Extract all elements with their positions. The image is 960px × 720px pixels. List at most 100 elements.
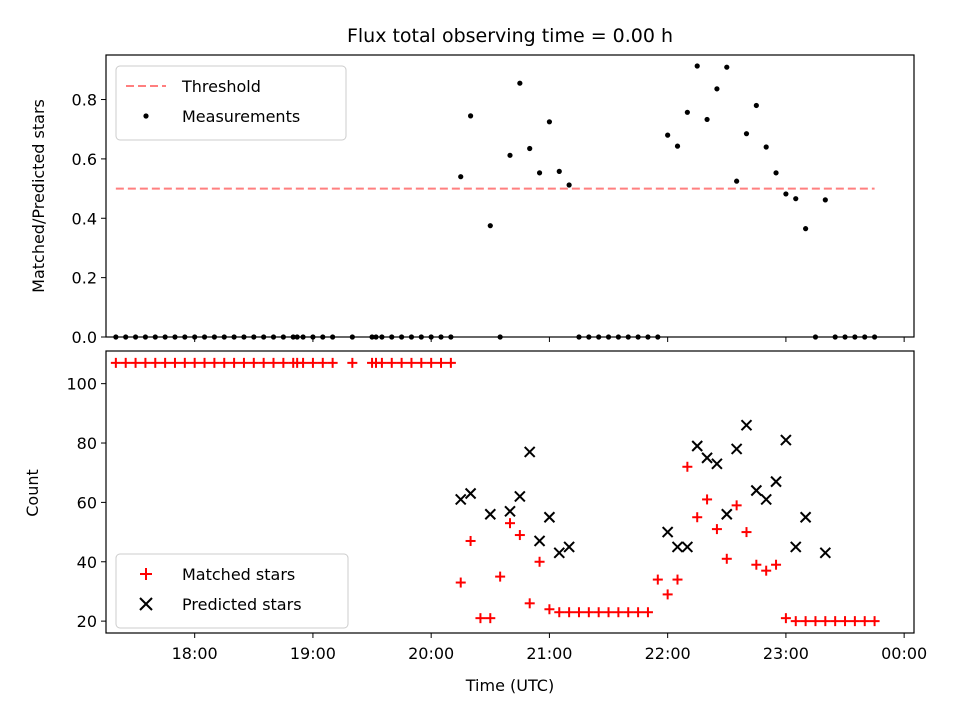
data-point-measurement <box>497 334 503 340</box>
marker-stroke <box>533 535 546 547</box>
x-tick-label: 23:00 <box>763 644 809 663</box>
data-point-measurement <box>704 116 710 123</box>
y-tick-label: 0.2 <box>72 269 97 288</box>
data-point-matched <box>623 607 634 618</box>
data-point-matched <box>396 357 407 368</box>
data-point-matched <box>327 357 338 368</box>
data-point-matched <box>544 604 555 615</box>
bottom-plot: 20 40 60 80 100 18:00 19:00 20:00 21:00 22:00 23:0… <box>66 350 927 663</box>
legend-label: Measurements <box>182 107 300 126</box>
data-point-matched <box>426 357 437 368</box>
data-point-predicted <box>790 541 802 553</box>
data-point-predicted <box>721 508 733 520</box>
marker-stroke <box>730 443 743 455</box>
data-point-measurement <box>743 131 750 137</box>
data-point-matched <box>307 357 318 368</box>
data-point-matched <box>859 616 870 627</box>
data-point-measurement <box>645 334 651 340</box>
data-point-measurement <box>556 168 562 174</box>
data-point-measurement <box>142 334 149 340</box>
data-point-measurement <box>694 63 700 69</box>
y-tick-label: 0.6 <box>72 150 97 169</box>
data-point-measurement <box>389 334 395 340</box>
data-point-measurement <box>320 334 326 340</box>
data-point-predicted <box>671 541 684 553</box>
marker-stroke <box>543 511 556 523</box>
data-point-matched <box>573 607 584 618</box>
marker-stroke <box>661 526 674 538</box>
data-point-matched <box>741 527 752 538</box>
data-point-matched <box>298 357 309 368</box>
data-point-predicted <box>711 458 723 470</box>
data-point-matched <box>564 607 575 618</box>
marker-stroke <box>524 446 536 458</box>
marker-stroke <box>750 484 763 497</box>
marker-stroke <box>701 452 713 464</box>
data-point-matched <box>554 607 565 618</box>
data-point-predicted <box>799 511 812 523</box>
marker-stroke <box>780 434 792 446</box>
legend-swatch <box>143 113 149 119</box>
data-point-measurement <box>113 334 119 340</box>
data-point-measurement <box>734 178 740 184</box>
marker-stroke <box>770 475 782 488</box>
data-point-matched <box>771 559 782 570</box>
data-point-matched <box>317 357 328 368</box>
data-point-matched <box>238 357 249 368</box>
data-point-measurement <box>487 223 493 229</box>
x-tick-label: 22:00 <box>645 644 691 663</box>
top-plot: 0.0 0.2 0.4 0.6 0.8 Threshold Measurements <box>72 54 915 347</box>
data-point-matched <box>406 357 417 368</box>
marker-stroke <box>671 541 684 553</box>
data-point-predicted <box>701 452 713 464</box>
x-tick-label: 20:00 <box>408 644 454 663</box>
data-point-matched <box>199 357 210 368</box>
data-point-matched <box>603 607 614 618</box>
data-point-matched <box>820 616 831 627</box>
data-point-matched <box>219 357 230 368</box>
legend: Threshold Measurements <box>115 65 347 141</box>
data-point-matched <box>633 607 644 618</box>
data-point-measurement <box>231 334 237 340</box>
data-point-matched <box>702 494 713 505</box>
data-point-matched <box>810 616 821 627</box>
data-point-measurement <box>576 334 582 340</box>
data-point-measurement <box>783 191 789 197</box>
data-point-predicted <box>553 547 565 559</box>
data-point-matched <box>613 607 624 618</box>
data-point-matched <box>189 357 200 368</box>
data-point-measurement <box>221 334 227 340</box>
data-point-predicted <box>780 434 792 446</box>
data-point-measurement <box>251 334 257 340</box>
data-point-matched <box>179 357 190 368</box>
data-point-measurement <box>211 334 217 340</box>
data-point-predicted <box>504 505 516 518</box>
data-point-measurement <box>586 334 592 340</box>
data-point-predicted <box>819 547 832 559</box>
data-point-predicted <box>484 508 496 520</box>
series-measurements <box>113 63 878 340</box>
axes-frame <box>105 54 915 338</box>
data-point-matched <box>780 613 791 624</box>
data-point-matched <box>445 357 456 368</box>
data-point-measurement <box>330 334 336 340</box>
data-point-measurement <box>192 334 198 340</box>
marker-stroke <box>455 493 467 506</box>
data-point-matched <box>800 616 811 627</box>
data-point-measurement <box>842 334 848 340</box>
data-point-predicted <box>760 493 772 506</box>
marker-stroke <box>819 547 832 559</box>
legend-frame <box>115 65 347 141</box>
x-tick-label: 21:00 <box>526 644 572 663</box>
marker-stroke <box>504 505 516 518</box>
data-point-matched <box>731 500 742 511</box>
data-point-predicted <box>661 526 674 538</box>
data-point-matched <box>534 556 545 567</box>
data-point-matched <box>169 357 180 368</box>
data-point-predicted <box>464 487 477 500</box>
data-point-measurement <box>615 334 621 340</box>
y-tick-label: 80 <box>77 434 97 453</box>
chart-title: Flux total observing time = 0.00 h <box>347 25 673 47</box>
marker-stroke <box>681 541 694 553</box>
data-point-matched <box>524 598 535 609</box>
